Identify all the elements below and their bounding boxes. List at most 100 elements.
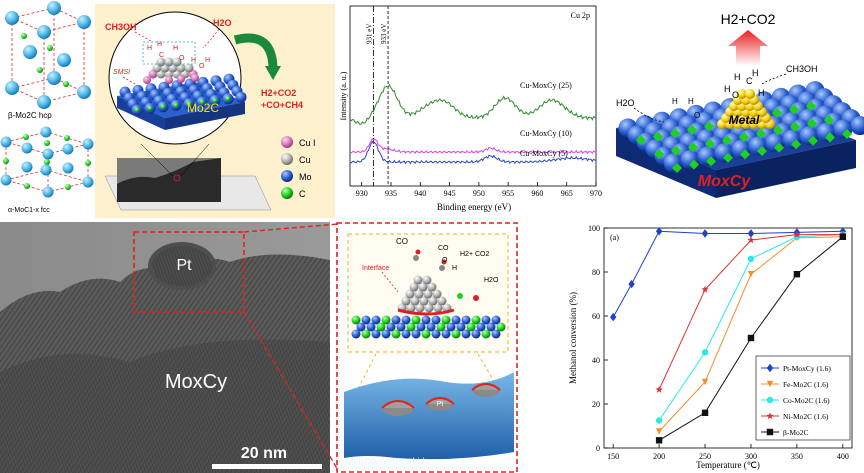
xps-series-label: Cu-MoxCy (25) (520, 81, 572, 90)
svg-text:O: O (694, 111, 700, 120)
svg-text:H: H (758, 88, 765, 98)
x-tick-label: 200 (653, 452, 665, 461)
xps-ref-label: 933 eV (380, 24, 388, 44)
interface-label: Interface (362, 265, 389, 272)
support-label: Mo2C (187, 101, 219, 115)
iface-o-label: O (442, 257, 448, 264)
metal-label: Metal (729, 113, 760, 127)
iface-h-label: H (452, 265, 457, 272)
fcc-label: α-MoC1-x fcc (8, 207, 50, 214)
data-point (747, 334, 755, 342)
y-tick-label: 20 (592, 400, 600, 409)
xps-xtick-label: 940 (414, 189, 426, 198)
legend-marker (766, 380, 774, 388)
y-tick-label: 0 (596, 444, 600, 453)
svg-text:H: H (724, 84, 731, 94)
legend-marker (766, 396, 774, 404)
legend-label: Ni-Mo2C (1.6) (783, 412, 829, 421)
methanol-molecule: H H C H O H O H (142, 41, 210, 70)
mechanism-figure: Mo2C H H C H O H O H CH3OH H2O SMSI H2+C… (104, 11, 316, 211)
svg-text:O: O (732, 90, 739, 100)
data-point (701, 285, 709, 293)
data-point (747, 236, 755, 244)
data-point (701, 378, 709, 386)
x-tick-label: 250 (699, 452, 711, 461)
iface-h2co2-label: H2+ CO2 (460, 251, 489, 258)
legend-label-cu-i: Cu I (299, 138, 316, 148)
scale-bar-label: 20 nm (241, 445, 287, 462)
x-tick-label: 150 (607, 452, 619, 461)
interface-line (397, 308, 455, 316)
legend-label-c: C (299, 189, 306, 199)
data-point (701, 349, 709, 356)
scale-bar (212, 464, 322, 469)
xps-ref-label: 931 eV (365, 24, 373, 44)
xps-panel: Intensity (a. u.) Binding energy (eV) Cu… (340, 0, 602, 220)
substrate-label: Molybdenum carbide (346, 456, 430, 466)
illus-support-label: MoxCy (698, 173, 752, 190)
xps-ylabel: Intensity (a. u.) (340, 71, 348, 120)
mechanism-panel: Mo2C H H C H O H O H CH3OH H2O SMSI H2+C… (95, 4, 335, 218)
legend-swatch-mo (281, 170, 293, 182)
xps-series-label: Cu-MoxCy (10) (520, 129, 572, 138)
conversion-chart-panel: 150 200 250 300 350 400 0 20 40 60 80 100 Temperatur… (556, 222, 864, 473)
smsi-label: SMSI (113, 69, 130, 76)
illus-h2o-label: H2O (616, 98, 635, 108)
tem-image-panel: Pt MoxCy 20 nm (0, 222, 330, 473)
svg-text:H: H (191, 57, 196, 64)
xps-series-10 (349, 138, 597, 155)
legend-label-mo: Mo (299, 172, 312, 182)
tem-support-label: MoxCy (165, 371, 227, 393)
data-point (655, 417, 663, 424)
y-tick-label: 60 (592, 312, 600, 321)
x-tick-label: 350 (791, 452, 803, 461)
xps-xtick-label: 965 (561, 189, 573, 198)
x-tick-label: 400 (837, 452, 849, 461)
svg-text:H: H (734, 72, 741, 82)
tem-particle-label: Pt (176, 257, 192, 274)
metal-illustration-panel: H2+CO2 Metal MoxCy H H C H O H CH3OH H2O… (606, 0, 864, 220)
data-point (609, 312, 617, 322)
tem-image: Pt MoxCy 20 nm (0, 222, 330, 473)
svg-text:O: O (199, 63, 205, 70)
crystal-structures-figure: β-Mo2C hcp (0, 1, 94, 214)
xps-chart: Intensity (a. u.) Binding energy (eV) Cu… (340, 5, 602, 212)
hcp-label: β-Mo2C hcp (8, 111, 52, 120)
legend-label: Fe-Mo2C (1.6) (783, 380, 829, 389)
data-point (628, 279, 635, 289)
iface-co-ads-label: CO (438, 245, 449, 252)
tem-zoom-box (133, 231, 245, 313)
xps-xtick-label: 930 (356, 189, 368, 198)
svg-text:H: H (173, 45, 178, 52)
legend-swatch-cu (281, 153, 293, 165)
y-tick-label: 100 (588, 224, 600, 233)
molybdenum-carbide-substrate (344, 372, 514, 460)
legend-marker (766, 412, 774, 420)
svg-text:H: H (672, 97, 678, 106)
reaction-arrow (233, 33, 278, 71)
svg-text:H: H (147, 45, 152, 52)
xps-series-5 (349, 140, 597, 165)
xps-series-label: Cu-MoxCy (5) (520, 149, 568, 158)
legend-swatch-cu-i (281, 136, 293, 148)
svg-text:H: H (157, 41, 162, 48)
data-point (793, 271, 801, 278)
tem-inset (104, 143, 272, 211)
xps-series-25 (349, 83, 597, 125)
data-point (747, 255, 755, 262)
legend-marker (766, 428, 774, 436)
mech-ch3oh-label: CH3OH (105, 22, 137, 32)
legend-label-cu: Cu (299, 155, 311, 165)
svg-text:O: O (179, 55, 185, 62)
svg-text:C: C (159, 52, 164, 59)
interface-panel: Interface CO CO O H2+ CO2 H H2O Pt Molyb… (336, 222, 518, 473)
legend-label: Pt-MoxCy (1.6) (783, 364, 831, 373)
xps-xlabel: Binding energy (eV) (437, 202, 511, 212)
products-label: H2+CO2 +CO+CH4 (261, 88, 303, 110)
chart-panel-label: (a) (610, 233, 619, 242)
mechanism-legend: Cu I Cu Mo C (281, 136, 316, 199)
illus-product-label: H2+CO2 (721, 11, 776, 27)
x-axis-label: Temperature (℃) (696, 460, 760, 470)
x-tick-label: 300 (745, 452, 757, 461)
xps-xtick-label: 970 (590, 189, 602, 198)
